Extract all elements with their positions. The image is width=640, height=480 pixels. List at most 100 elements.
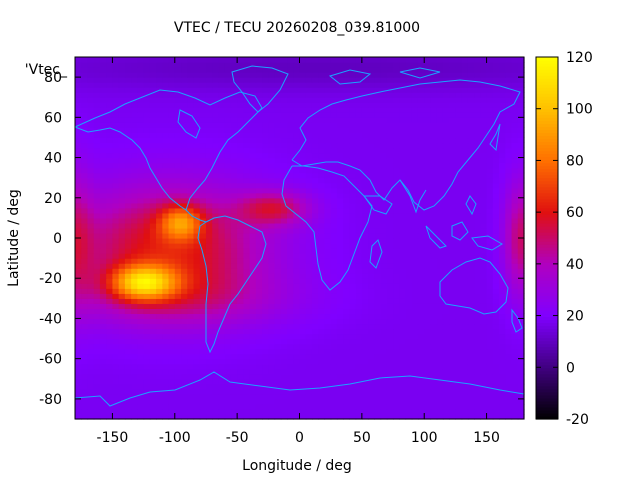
heatmap-cell [243, 328, 251, 335]
heatmap-cell [106, 147, 114, 154]
heatmap-cell [262, 187, 269, 194]
heatmap-cell [405, 232, 413, 239]
heatmap-cell [517, 147, 525, 154]
heatmap-cell [112, 227, 120, 234]
heatmap-cell [187, 383, 195, 390]
heatmap-cell [380, 298, 388, 304]
heatmap-cell [181, 112, 188, 118]
heatmap-cell [442, 117, 450, 123]
heatmap-cell [424, 92, 432, 98]
heatmap-cell [224, 328, 232, 335]
heatmap-cell [299, 147, 307, 154]
heatmap-cell [349, 288, 357, 294]
heatmap-cell [255, 333, 263, 340]
heatmap-cell [181, 313, 188, 320]
heatmap-cell [93, 403, 101, 410]
heatmap-cell [461, 373, 469, 380]
heatmap-cell [137, 127, 145, 134]
heatmap-cell [174, 293, 182, 299]
heatmap-cell [274, 152, 282, 159]
heatmap-cell [81, 328, 89, 335]
heatmap-cell [243, 162, 251, 169]
heatmap-cell [424, 263, 432, 269]
heatmap-cell [405, 177, 413, 184]
heatmap-cell [287, 122, 294, 128]
heatmap-cell [486, 253, 494, 259]
heatmap-cell [237, 197, 244, 204]
heatmap-cell [324, 72, 332, 78]
heatmap-cell [75, 107, 82, 113]
heatmap-cell [449, 162, 457, 169]
heatmap-cell [280, 313, 288, 320]
heatmap-cell [218, 238, 226, 244]
heatmap-cell [81, 187, 89, 194]
heatmap-cell [330, 383, 338, 390]
heatmap-cell [380, 333, 388, 340]
heatmap-cell [174, 403, 182, 410]
heatmap-cell [361, 132, 369, 139]
heatmap-cell [168, 373, 176, 380]
heatmap-cell [311, 122, 319, 128]
heatmap-cell [461, 328, 469, 335]
heatmap-cell [499, 268, 506, 274]
heatmap-cell [181, 413, 188, 420]
heatmap-cell [461, 202, 469, 209]
heatmap-cell [124, 157, 132, 164]
heatmap-cell [237, 343, 244, 350]
heatmap-cell [243, 202, 251, 209]
heatmap-cell [149, 368, 157, 375]
heatmap-cell [137, 132, 145, 139]
heatmap-cell [99, 263, 107, 269]
heatmap-cell [330, 388, 338, 395]
heatmap-cell [330, 192, 338, 199]
heatmap-cell [405, 308, 413, 315]
heatmap-cell [299, 207, 307, 214]
heatmap-cell [112, 288, 120, 294]
heatmap-cell [517, 383, 525, 390]
heatmap-cell [149, 318, 157, 325]
heatmap-cell [424, 82, 432, 88]
heatmap-cell [187, 197, 195, 204]
heatmap-cell [374, 343, 382, 350]
heatmap-cell [143, 243, 151, 249]
heatmap-cell [299, 293, 307, 299]
heatmap-cell [449, 82, 457, 88]
heatmap-cell [262, 408, 269, 415]
heatmap-cell [486, 243, 494, 249]
heatmap-cell [499, 373, 506, 380]
heatmap-cell [517, 192, 525, 199]
heatmap-cell [118, 238, 126, 244]
heatmap-cell [361, 403, 369, 410]
heatmap-cell [467, 127, 475, 134]
heatmap-cell [162, 348, 170, 355]
heatmap-cell [455, 132, 463, 139]
heatmap-cell [430, 363, 438, 370]
heatmap-cell [93, 152, 101, 159]
heatmap-cell [511, 353, 519, 360]
heatmap-cell [230, 283, 238, 289]
heatmap-cell [118, 333, 126, 340]
heatmap-cell [393, 388, 400, 395]
heatmap-cell [355, 147, 363, 154]
heatmap-cell [193, 403, 201, 410]
heatmap-cell [480, 107, 488, 113]
heatmap-cell [318, 232, 326, 239]
heatmap-cell [137, 222, 145, 229]
heatmap-cell [199, 157, 207, 164]
heatmap-cell [280, 162, 288, 169]
heatmap-cell [156, 348, 163, 355]
heatmap-cell [455, 238, 463, 244]
heatmap-cell [131, 408, 138, 415]
heatmap-cell [449, 268, 457, 274]
heatmap-cell [486, 313, 494, 320]
heatmap-cell [474, 328, 481, 335]
heatmap-cell [442, 82, 450, 88]
heatmap-cell [336, 333, 344, 340]
heatmap-cell [280, 167, 288, 174]
heatmap-cell [486, 368, 494, 375]
heatmap-cell [492, 207, 500, 214]
heatmap-cell [131, 92, 138, 98]
heatmap-cell [455, 293, 463, 299]
heatmap-cell [461, 293, 469, 299]
heatmap-cell [181, 308, 188, 315]
